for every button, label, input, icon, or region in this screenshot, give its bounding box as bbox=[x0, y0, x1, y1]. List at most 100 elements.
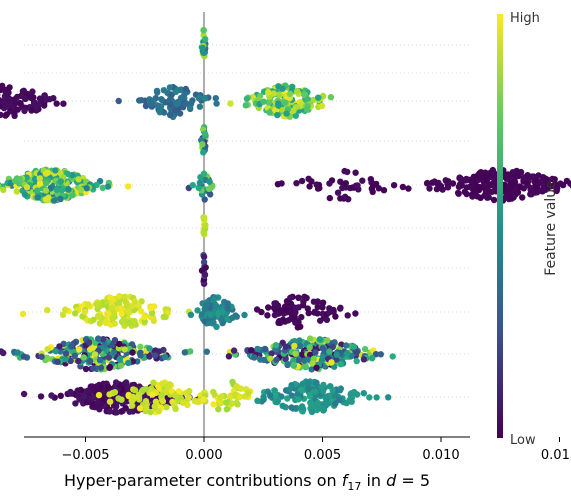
data-point bbox=[14, 188, 20, 194]
data-point bbox=[373, 394, 379, 400]
data-point bbox=[188, 100, 194, 106]
data-point bbox=[307, 344, 313, 350]
data-point bbox=[260, 99, 266, 105]
data-point bbox=[90, 317, 96, 323]
data-point bbox=[202, 36, 208, 42]
data-point bbox=[295, 396, 301, 402]
data-point bbox=[167, 84, 173, 90]
data-point bbox=[390, 353, 396, 359]
data-point bbox=[226, 353, 232, 359]
data-point bbox=[21, 108, 27, 114]
data-point bbox=[385, 394, 391, 400]
data-point bbox=[201, 171, 207, 177]
data-point bbox=[519, 194, 525, 200]
data-point bbox=[320, 345, 326, 351]
data-point bbox=[291, 363, 297, 369]
data-point bbox=[344, 350, 350, 356]
data-point bbox=[517, 184, 523, 190]
data-point bbox=[234, 401, 240, 407]
data-point bbox=[373, 181, 379, 187]
data-point bbox=[180, 400, 186, 406]
data-point bbox=[200, 45, 206, 51]
data-point bbox=[314, 400, 320, 406]
data-point bbox=[129, 398, 135, 404]
colorbar-title: Feature value bbox=[543, 180, 559, 276]
data-point bbox=[54, 187, 60, 193]
data-point bbox=[83, 185, 89, 191]
data-point bbox=[146, 345, 152, 351]
data-point bbox=[175, 99, 181, 105]
data-point bbox=[199, 141, 205, 147]
data-point bbox=[319, 304, 325, 310]
data-point bbox=[213, 95, 219, 101]
data-point bbox=[337, 305, 343, 311]
data-point bbox=[159, 97, 165, 103]
data-point bbox=[345, 196, 351, 202]
data-point bbox=[217, 395, 223, 401]
data-point bbox=[313, 380, 319, 386]
data-point bbox=[265, 89, 271, 95]
data-point bbox=[490, 169, 496, 175]
data-point bbox=[159, 381, 165, 387]
data-point bbox=[265, 304, 271, 310]
data-point bbox=[343, 342, 349, 348]
data-point bbox=[96, 392, 102, 398]
data-point bbox=[348, 392, 354, 398]
data-point bbox=[276, 318, 282, 324]
data-point bbox=[197, 180, 203, 186]
data-point bbox=[58, 178, 64, 184]
data-point bbox=[245, 390, 251, 396]
data-point bbox=[105, 310, 111, 316]
data-point bbox=[183, 86, 189, 92]
data-point bbox=[445, 178, 451, 184]
data-point bbox=[291, 343, 297, 349]
data-point bbox=[72, 310, 78, 316]
data-point bbox=[312, 388, 318, 394]
data-point bbox=[328, 94, 334, 100]
data-point bbox=[370, 189, 376, 195]
data-point bbox=[43, 187, 49, 193]
data-point bbox=[148, 100, 154, 106]
data-point bbox=[317, 336, 323, 342]
data-point bbox=[305, 176, 311, 182]
data-point bbox=[111, 349, 117, 355]
data-point bbox=[131, 318, 137, 324]
data-point bbox=[126, 409, 132, 415]
data-point bbox=[202, 95, 208, 101]
data-point bbox=[122, 346, 128, 352]
data-point bbox=[276, 91, 282, 97]
data-point bbox=[304, 356, 310, 362]
data-point bbox=[45, 169, 51, 175]
x-tick-label: 0.000 bbox=[185, 448, 222, 463]
data-point bbox=[96, 314, 102, 320]
data-point bbox=[478, 185, 484, 191]
data-point bbox=[521, 174, 527, 180]
data-point bbox=[167, 97, 173, 103]
data-point bbox=[116, 357, 122, 363]
data-point bbox=[141, 314, 147, 320]
data-point bbox=[244, 96, 250, 102]
data-point bbox=[463, 176, 469, 182]
data-point bbox=[354, 182, 360, 188]
data-point bbox=[17, 176, 23, 182]
data-point bbox=[137, 352, 143, 358]
data-point bbox=[213, 100, 219, 106]
data-point bbox=[38, 393, 44, 399]
data-point bbox=[210, 389, 216, 395]
data-point bbox=[158, 392, 164, 398]
data-point bbox=[86, 339, 92, 345]
data-point bbox=[50, 95, 56, 101]
data-point bbox=[63, 350, 69, 356]
data-point bbox=[172, 392, 178, 398]
data-point bbox=[327, 383, 333, 389]
data-point bbox=[200, 149, 206, 155]
data-point bbox=[11, 110, 17, 116]
data-point bbox=[315, 95, 321, 101]
data-point bbox=[361, 390, 367, 396]
data-point bbox=[210, 401, 216, 407]
data-point bbox=[75, 176, 81, 182]
data-point bbox=[29, 88, 35, 94]
data-point bbox=[202, 306, 208, 312]
data-point bbox=[65, 186, 71, 192]
